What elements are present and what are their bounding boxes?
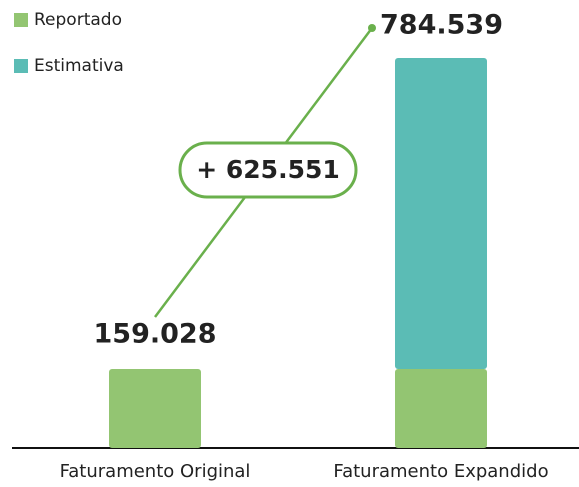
annotation: + 625.551 bbox=[196, 155, 340, 184]
annotation-pill bbox=[178, 141, 358, 199]
legend-label: Estimativa bbox=[34, 56, 124, 76]
connector-dot bbox=[368, 24, 376, 32]
legend-swatch bbox=[14, 59, 28, 73]
total-label: 784.539 bbox=[380, 10, 503, 41]
bar-segment bbox=[109, 368, 201, 448]
x-tick-label: Faturamento Original bbox=[60, 461, 251, 482]
bar-segment bbox=[395, 368, 487, 448]
x-tick-label: Faturamento Expandido bbox=[333, 461, 548, 482]
legend-label: Reportado bbox=[34, 10, 122, 30]
total-label: 159.028 bbox=[94, 318, 217, 349]
legend-swatch bbox=[14, 13, 28, 27]
bar-segment bbox=[395, 58, 487, 369]
